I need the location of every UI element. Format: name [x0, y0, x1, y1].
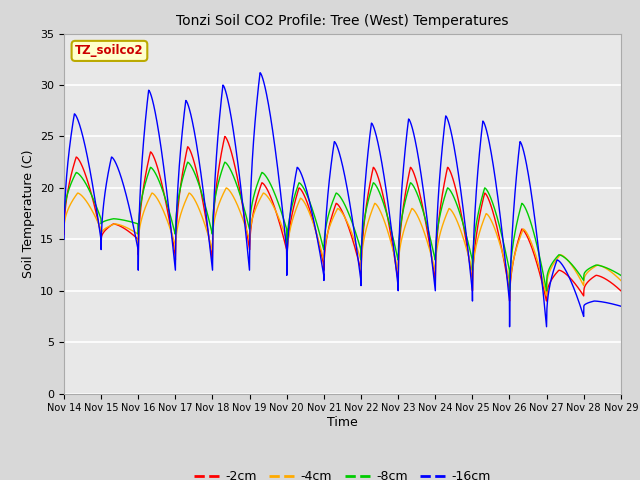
Text: TZ_soilco2: TZ_soilco2 [75, 44, 144, 58]
Legend: -2cm, -4cm, -8cm, -16cm: -2cm, -4cm, -8cm, -16cm [189, 465, 495, 480]
Y-axis label: Soil Temperature (C): Soil Temperature (C) [22, 149, 35, 278]
X-axis label: Time: Time [327, 416, 358, 429]
Title: Tonzi Soil CO2 Profile: Tree (West) Temperatures: Tonzi Soil CO2 Profile: Tree (West) Temp… [176, 14, 509, 28]
